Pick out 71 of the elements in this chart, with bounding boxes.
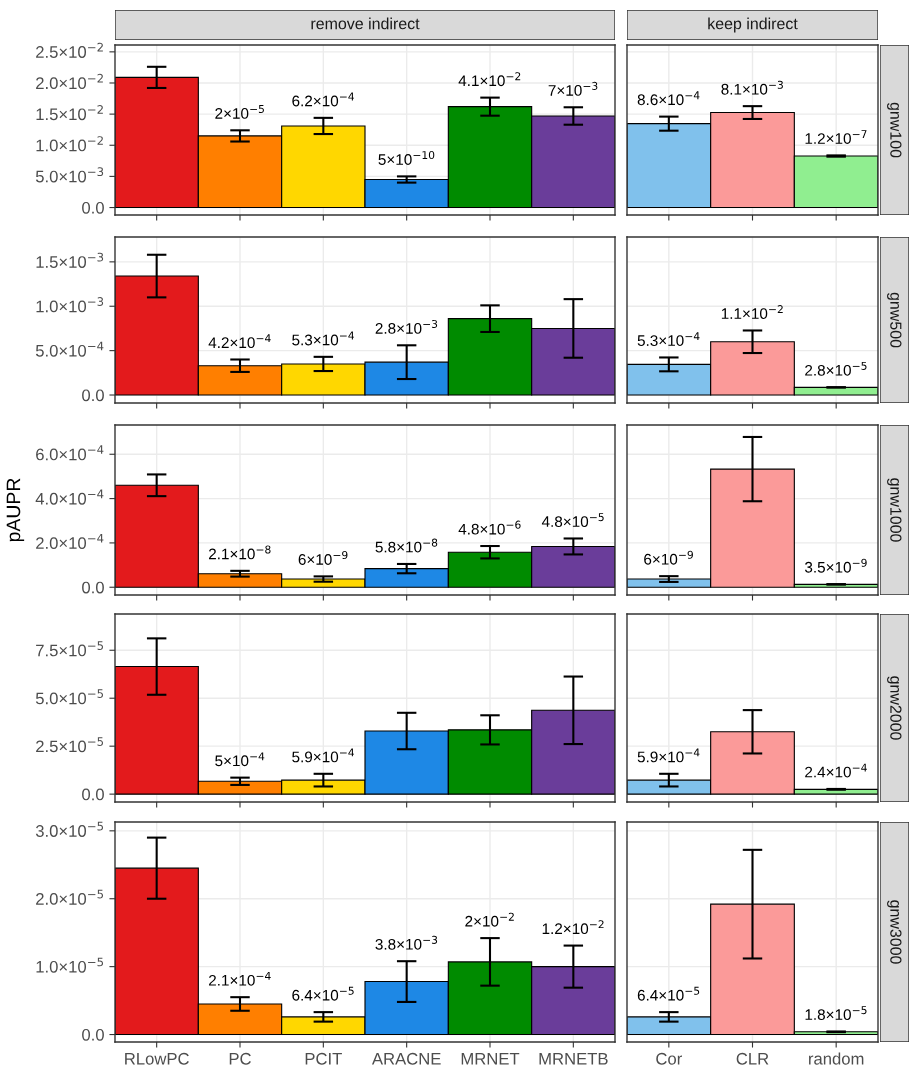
x-tick-label: random bbox=[809, 1052, 864, 1065]
x-tick-label: RLowPC bbox=[125, 1052, 189, 1065]
y-tick-label: 0.0 bbox=[82, 788, 104, 801]
annotation: 2×10$^{−5}$ bbox=[215, 105, 264, 119]
y-tick-label: 5.0×10$^{−4}$ bbox=[35, 341, 104, 357]
annotation: 5.9×10$^{−4}$ bbox=[292, 748, 355, 763]
annotation: 5×10$^{−10}$ bbox=[378, 150, 435, 165]
y-tick-label: 1.0×10$^{−2}$ bbox=[36, 136, 103, 152]
y-tick-label: 2.0×10$^{−4}$ bbox=[36, 533, 104, 549]
y-tick-label: 1.5×10$^{−3}$ bbox=[36, 252, 104, 268]
y-tick-label: 0.0 bbox=[82, 201, 104, 214]
annotation: 1.1×10$^{−2}$ bbox=[721, 305, 783, 319]
annotation: 2.1×10$^{−4}$ bbox=[208, 971, 271, 986]
annotation: 5.8×10$^{−8}$ bbox=[375, 538, 438, 553]
annotation: 6×10$^{−9}$ bbox=[298, 550, 348, 565]
y-tick-label: 1.5×10$^{−2}$ bbox=[36, 104, 103, 121]
y-tick-label: 2.0×10$^{−5}$ bbox=[36, 889, 104, 905]
y-tick-label: 5.0×10$^{−5}$ bbox=[35, 689, 104, 705]
annotation: 3.8×10$^{−3}$ bbox=[375, 935, 438, 950]
x-tick-label: Cor bbox=[656, 1052, 682, 1065]
annotation: 2.4×10$^{−4}$ bbox=[805, 763, 867, 778]
text: gnw2000 bbox=[887, 676, 902, 740]
annotation: 8.6×10$^{−4}$ bbox=[637, 91, 700, 106]
x-tick-label: PCIT bbox=[305, 1052, 342, 1065]
chart-title: remove indirect bbox=[311, 17, 420, 30]
text: gnw100 bbox=[887, 102, 902, 158]
x-tick-label: CLR bbox=[736, 1052, 769, 1065]
annotation: 6.4×10$^{−5}$ bbox=[637, 986, 700, 1001]
annotation: 6×10$^{−9}$ bbox=[644, 550, 693, 565]
text: gnw3000 bbox=[887, 900, 902, 964]
x-tick-label: ARACNE bbox=[371, 1052, 441, 1065]
text: gnw1000 bbox=[887, 478, 902, 542]
y-tick-label: 0.0 bbox=[82, 1028, 104, 1041]
annotation: 2.8×10$^{−5}$ bbox=[805, 361, 867, 376]
annotation: 4.8×10$^{−5}$ bbox=[541, 513, 604, 528]
annotation: 2.8×10$^{−3}$ bbox=[375, 319, 438, 334]
annotation: 8.1×10$^{−3}$ bbox=[721, 80, 783, 95]
y-tick-label: 6.0×10$^{−4}$ bbox=[36, 445, 104, 461]
x-tick-label: MRNET bbox=[461, 1053, 520, 1065]
y-tick-label: 2.0×10$^{−2}$ bbox=[36, 73, 103, 90]
annotation: 3.5×10$^{−9}$ bbox=[804, 558, 867, 573]
y-tick-label: 1.0×10$^{−5}$ bbox=[36, 957, 104, 973]
x-tick-label: PC bbox=[229, 1052, 251, 1065]
annotation: 2×10$^{−2}$ bbox=[465, 912, 514, 927]
annotation: 4.2×10$^{−4}$ bbox=[208, 334, 271, 349]
y-tick-label: 4.0×10$^{−4}$ bbox=[35, 489, 104, 505]
y-tick-label: 2.5×10$^{−5}$ bbox=[36, 737, 104, 753]
y-tick-label: 7.5×10$^{−5}$ bbox=[36, 641, 104, 657]
x-tick-label: MRNETB bbox=[539, 1053, 608, 1065]
annotation: 7×10$^{−3}$ bbox=[548, 81, 598, 96]
y-tick-label: 0.0 bbox=[82, 581, 104, 594]
annotation: 5.3×10$^{−4}$ bbox=[292, 331, 355, 346]
y-tick-label: 1.0×10$^{−3}$ bbox=[36, 297, 104, 313]
y-tick-label: 5.0×10$^{−3}$ bbox=[35, 167, 104, 183]
annotation: 4.1×10$^{−2}$ bbox=[458, 72, 521, 87]
annotation: 6.2×10$^{−4}$ bbox=[292, 92, 355, 107]
annotation: 5.9×10$^{−4}$ bbox=[637, 748, 700, 763]
chart-title: keep indirect bbox=[708, 17, 798, 33]
annotation: 2.1×10$^{−8}$ bbox=[208, 545, 271, 560]
annotation: 1.8×10$^{−5}$ bbox=[805, 1006, 867, 1021]
y-tick-label: 0.0 bbox=[82, 389, 104, 402]
text: gnw500 bbox=[887, 292, 902, 348]
annotation: 5×10$^{−4}$ bbox=[215, 752, 265, 767]
annotation: 1.2×10$^{−7}$ bbox=[805, 130, 867, 144]
annotation: 6.4×10$^{−5}$ bbox=[292, 986, 354, 1001]
annotation: 5.3×10$^{−4}$ bbox=[637, 332, 700, 346]
y-tick-label: 2.5×10$^{−2}$ bbox=[36, 42, 103, 58]
y-axis-title: pAUPR bbox=[6, 478, 25, 542]
annotation: 1.2×10$^{−2}$ bbox=[542, 920, 604, 935]
annotation: 4.8×10$^{−6}$ bbox=[458, 520, 521, 535]
y-tick-label: 3.0×10$^{−5}$ bbox=[35, 821, 104, 837]
